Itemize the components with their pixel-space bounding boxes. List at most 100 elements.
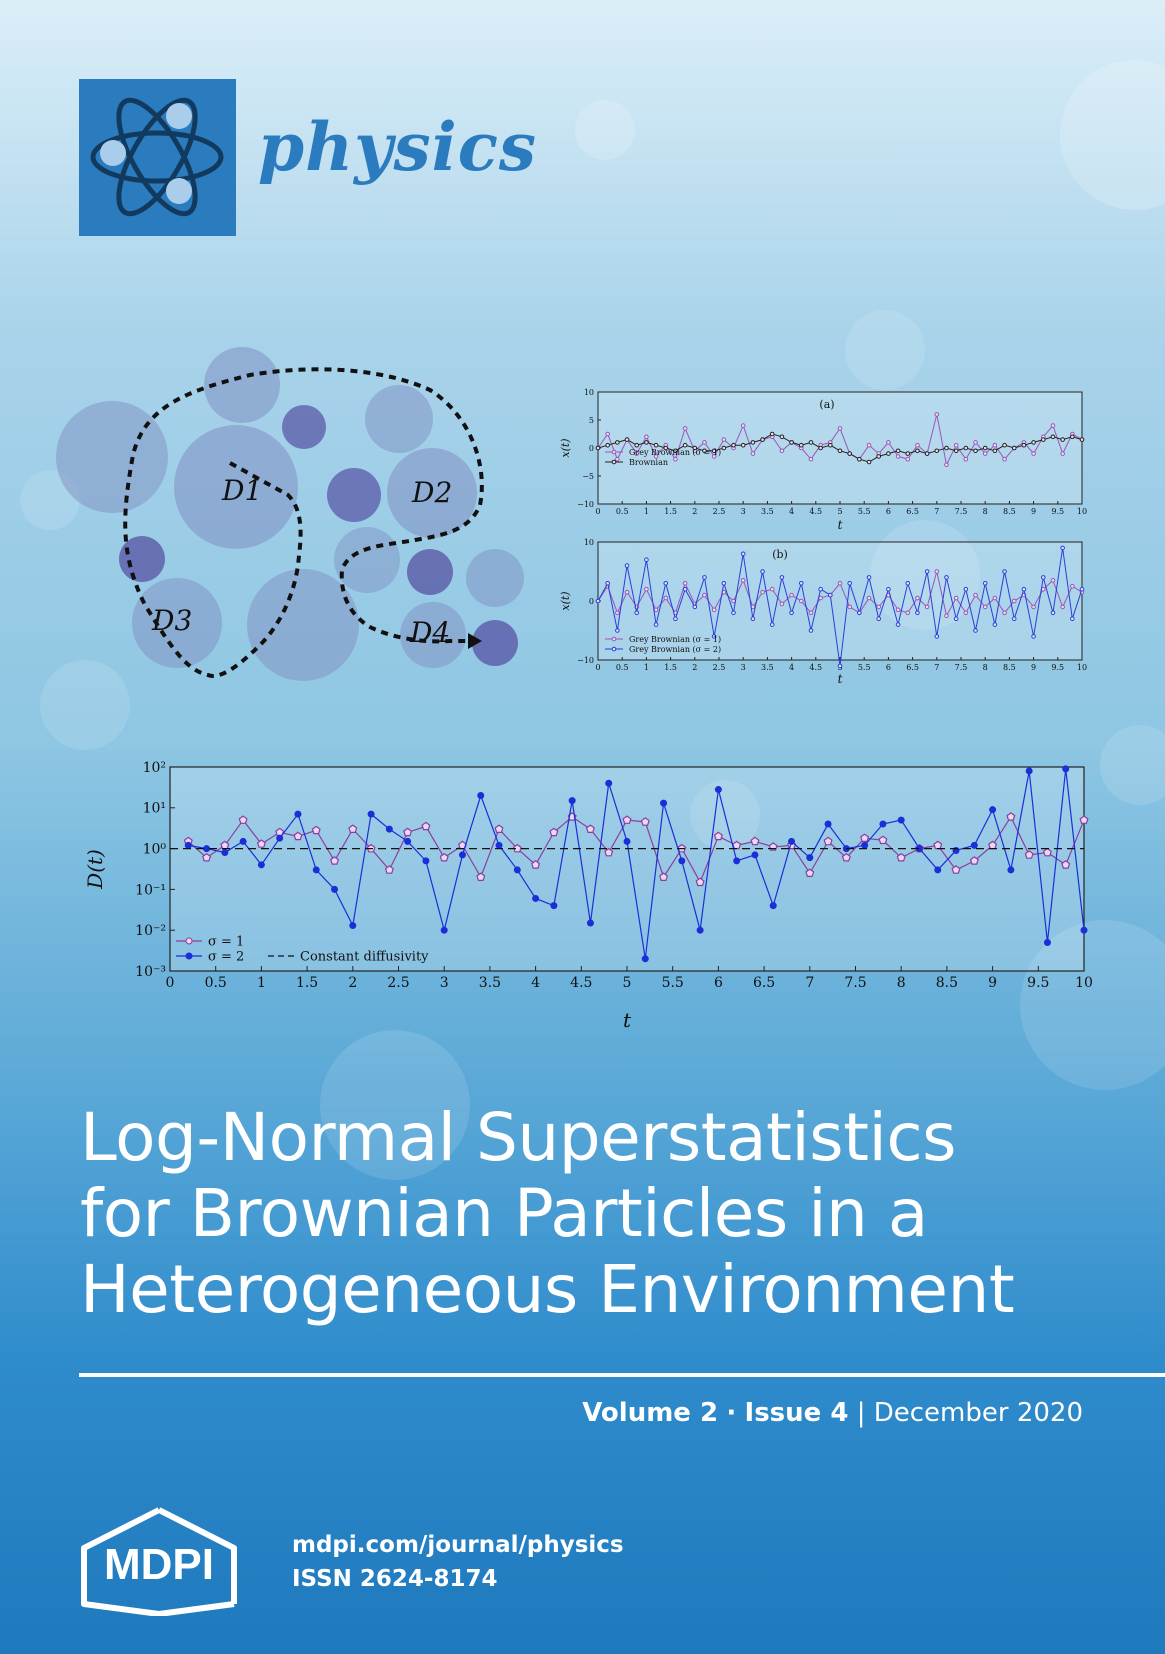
data-point — [824, 820, 832, 828]
x-tick-label: 1 — [257, 975, 266, 991]
data-point — [711, 634, 717, 639]
data-point — [605, 442, 610, 448]
x-axis-label: t — [623, 1008, 632, 1032]
x-tick-label: 7 — [934, 663, 939, 672]
journal-url[interactable]: mdpi.com/journal/physics — [292, 1532, 624, 1558]
x-tick-label: 8.5 — [936, 975, 958, 991]
article-title-line: Log-Normal Superstatistics — [80, 1099, 957, 1176]
mdpi-logo: MDPI — [81, 1507, 237, 1616]
data-point — [239, 837, 247, 845]
data-point — [714, 786, 722, 794]
data-point — [861, 841, 869, 849]
x-tick-label: 6.5 — [906, 663, 919, 672]
data-point — [788, 837, 796, 845]
x-tick-label: 3 — [440, 975, 449, 991]
data-point — [895, 454, 901, 459]
x-tick-label: 7.5 — [955, 663, 968, 672]
data-point — [276, 834, 284, 842]
x-tick-label: 6 — [714, 975, 723, 991]
data-point — [963, 456, 969, 462]
data-point — [682, 586, 688, 592]
data-point — [769, 622, 775, 627]
data-point — [624, 437, 630, 442]
x-tick-label: 7.5 — [955, 507, 968, 516]
data-point — [476, 872, 486, 882]
issue-date: December 2020 — [873, 1398, 1083, 1428]
data-point — [640, 817, 650, 826]
data-point — [818, 586, 823, 592]
data-point — [973, 592, 978, 598]
journal-name: physics — [258, 108, 538, 186]
data-point — [513, 866, 521, 874]
data-point — [653, 622, 659, 627]
data-point — [789, 592, 794, 598]
x-tick-label: 2.5 — [713, 507, 726, 516]
data-point — [644, 434, 649, 440]
x-tick-label: 4.5 — [570, 975, 592, 991]
legend-label: Grey Brownian (σ = 1) — [629, 448, 721, 457]
data-point — [1021, 586, 1027, 592]
diffusivity-diagram: D1 D2 D3 D4 — [56, 347, 524, 681]
data-point — [653, 442, 659, 448]
data-point — [973, 440, 978, 445]
data-point — [808, 610, 814, 616]
patch-circle — [365, 385, 433, 453]
data-point — [953, 595, 959, 601]
bokeh-bubble — [1060, 60, 1165, 210]
data-point — [702, 575, 707, 580]
legend-label: σ = 1 — [208, 935, 244, 950]
footer-info: mdpi.com/journal/physics ISSN 2624-8174 — [292, 1528, 624, 1596]
data-point — [934, 412, 940, 417]
data-point — [660, 799, 668, 807]
data-point — [751, 851, 759, 859]
data-point — [750, 451, 756, 456]
data-point — [1060, 451, 1065, 456]
data-point — [982, 451, 988, 456]
y-tick-label: −5 — [582, 472, 594, 481]
data-point — [905, 456, 911, 462]
data-point — [915, 448, 920, 454]
y-tick-label: 10⁻¹ — [135, 882, 166, 898]
data-point — [653, 607, 659, 613]
data-point — [953, 616, 959, 621]
bokeh-bubble — [320, 1030, 470, 1180]
x-tick-label: 2 — [692, 507, 697, 516]
data-point — [238, 815, 248, 824]
plot-area — [169, 766, 1085, 972]
data-point — [439, 852, 449, 862]
data-point — [696, 926, 704, 934]
x-tick-label: 2.5 — [387, 975, 409, 991]
data-point — [818, 445, 823, 451]
data-point — [1021, 442, 1027, 448]
y-tick-label: −10 — [577, 500, 594, 509]
data-point — [1031, 604, 1036, 610]
data-point — [495, 841, 503, 849]
data-point — [294, 810, 302, 818]
data-point — [905, 610, 911, 616]
data-point — [896, 852, 906, 862]
issn-text: ISSN 2624-8174 — [292, 1566, 498, 1592]
data-point — [915, 442, 920, 448]
bokeh-bubble — [1020, 920, 1165, 1090]
data-point — [634, 451, 640, 456]
data-point — [944, 575, 949, 580]
data-point — [924, 604, 930, 610]
data-point — [721, 581, 727, 586]
y-tick-label: 10⁰ — [143, 842, 167, 858]
data-point — [605, 779, 613, 787]
data-point — [944, 613, 949, 619]
x-tick-label: 2 — [348, 975, 357, 991]
data-point — [682, 426, 688, 431]
data-point — [202, 852, 212, 862]
data-point — [857, 610, 862, 616]
data-point — [644, 586, 649, 592]
data-point — [915, 610, 920, 616]
data-point — [595, 445, 601, 451]
data-point — [876, 604, 882, 610]
data-point — [644, 557, 649, 563]
data-point — [886, 440, 891, 445]
data-point — [702, 448, 707, 454]
x-tick-label: 4 — [531, 975, 540, 991]
x-axis-label: t — [838, 518, 843, 532]
data-point — [879, 820, 887, 828]
